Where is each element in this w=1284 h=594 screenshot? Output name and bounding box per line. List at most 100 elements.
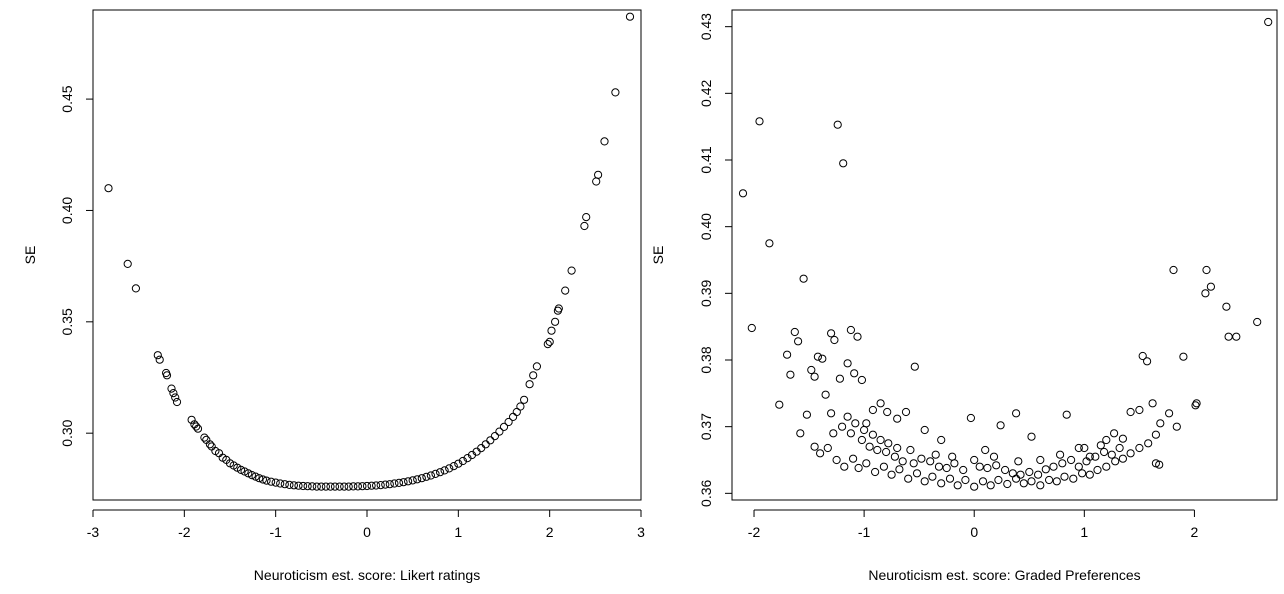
- data-point: [299, 481, 308, 491]
- data-point: [600, 137, 609, 146]
- data-point: [926, 457, 935, 466]
- data-point: [481, 440, 490, 449]
- data-point: [853, 332, 862, 341]
- data-point: [996, 421, 1005, 430]
- data-point: [981, 445, 990, 455]
- data-point: [436, 468, 445, 477]
- data-point: [554, 304, 563, 313]
- data-point: [854, 463, 863, 473]
- data-point: [1224, 332, 1233, 341]
- data-point: [1085, 470, 1094, 479]
- data-point: [827, 409, 836, 418]
- data-point: [813, 352, 823, 361]
- data-point: [1049, 462, 1058, 471]
- data-point: [1052, 477, 1061, 486]
- data-point: [823, 443, 832, 453]
- data-point: [786, 370, 795, 379]
- data-point: [508, 412, 518, 421]
- data-point: [775, 400, 784, 409]
- data-point: [1093, 465, 1102, 475]
- data-point: [1067, 455, 1076, 465]
- data-point: [308, 482, 317, 491]
- data-point: [490, 432, 499, 441]
- x-tick-label: 2: [1191, 524, 1199, 540]
- data-point: [1118, 434, 1128, 443]
- data-point: [893, 443, 902, 453]
- data-point: [1138, 351, 1147, 361]
- data-point: [516, 402, 525, 411]
- data-point: [901, 407, 911, 417]
- data-point: [846, 429, 856, 438]
- data-point: [1144, 439, 1153, 448]
- data-point: [547, 326, 556, 335]
- data-point: [1201, 289, 1210, 298]
- data-point: [1179, 352, 1188, 361]
- data-point: [818, 354, 827, 363]
- data-point: [611, 88, 620, 97]
- plot-frame: [92, 9, 642, 501]
- data-point: [280, 480, 289, 489]
- data-point: [839, 159, 848, 168]
- y-tick-label: 0.40: [59, 197, 75, 224]
- data-point: [882, 447, 891, 457]
- data-point: [262, 476, 271, 485]
- x-tick-label: -1: [858, 524, 871, 540]
- data-point: [335, 482, 344, 491]
- data-point: [449, 462, 458, 471]
- data-point: [890, 452, 900, 461]
- x-tick-label: -3: [87, 524, 100, 540]
- data-point: [394, 478, 404, 487]
- data-point: [1060, 472, 1069, 481]
- data-point: [928, 472, 937, 481]
- data-point: [131, 284, 140, 293]
- data-point: [504, 417, 513, 427]
- data-point: [912, 469, 922, 478]
- data-point: [271, 478, 280, 487]
- data-point: [193, 424, 203, 433]
- x-axis-title: Neuroticism est. score: Likert ratings: [254, 567, 480, 583]
- data-point: [353, 482, 362, 491]
- data-point: [1264, 17, 1273, 27]
- data-point: [525, 380, 534, 389]
- data-point: [582, 213, 591, 222]
- data-point: [276, 479, 285, 488]
- data-point: [829, 429, 838, 438]
- data-point: [567, 266, 576, 275]
- data-point: [543, 340, 552, 349]
- x-tick-label: 2: [546, 524, 554, 540]
- data-point: [884, 439, 893, 448]
- data-point: [986, 481, 995, 490]
- data-point: [321, 482, 330, 491]
- data-point: [1155, 460, 1164, 469]
- data-point: [385, 480, 394, 489]
- data-point: [192, 422, 201, 431]
- data-point: [251, 472, 260, 481]
- data-point: [865, 442, 874, 451]
- data-point: [920, 425, 929, 435]
- data-point: [1100, 447, 1109, 457]
- data-point: [790, 327, 799, 337]
- data-point: [876, 435, 885, 445]
- data-point: [1110, 429, 1119, 438]
- data-point: [893, 414, 902, 423]
- data-point: [426, 471, 435, 480]
- data-point: [153, 351, 162, 360]
- data-point: [1056, 450, 1065, 459]
- data-point: [317, 482, 326, 491]
- data-point: [821, 390, 830, 399]
- data-point: [843, 359, 852, 368]
- data-point: [983, 463, 992, 473]
- data-point: [1126, 449, 1135, 458]
- panel-likert: -3 -2 -1 0 1 2 3 0.30 0.35 0.40 0.45 Neuroticism es…: [22, 9, 645, 583]
- y-tick-label: 0.39: [698, 279, 714, 306]
- x-tick-label: -1: [269, 524, 282, 540]
- data-point: [422, 472, 431, 481]
- data-point: [966, 413, 976, 423]
- y-tick-label: 0.41: [698, 146, 714, 173]
- panel-graded-preferences: -2 -1 0 1 2 0.36 0.37 0.38 0.39 0.40 0.41 0.42 0.43 N…: [650, 9, 1278, 583]
- data-point: [1014, 457, 1023, 466]
- data-point: [1001, 465, 1010, 475]
- data-point: [303, 482, 312, 491]
- data-point: [1111, 457, 1120, 466]
- data-point: [495, 427, 504, 436]
